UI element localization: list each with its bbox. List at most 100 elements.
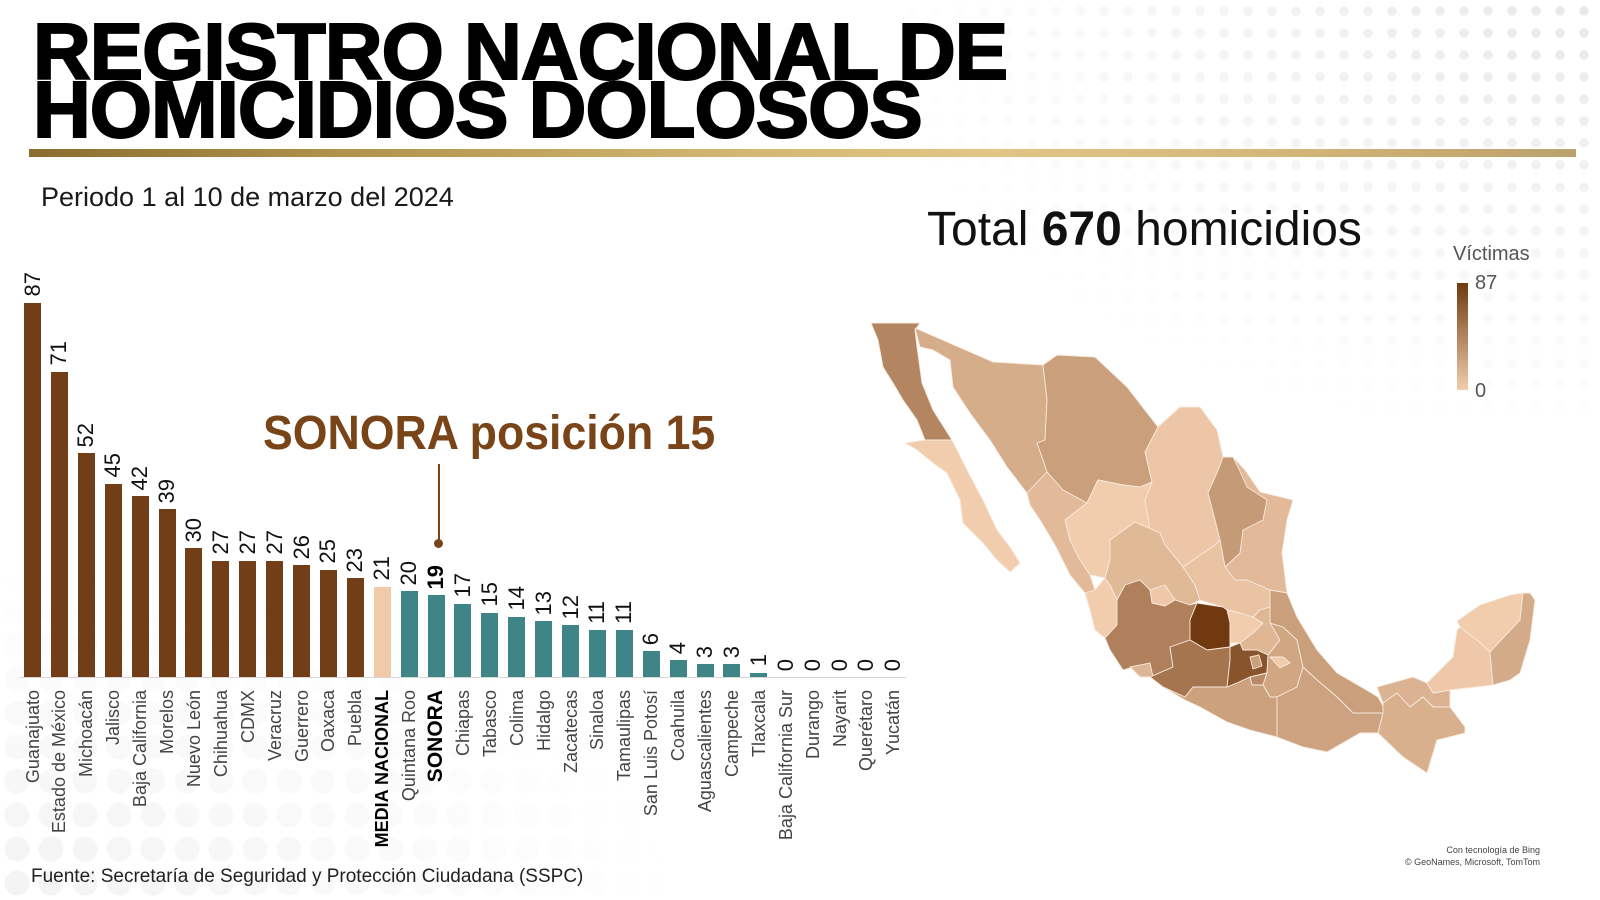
value-label: 27 [207,530,233,555]
value-label: 6 [638,632,664,646]
value-label: 42 [127,465,153,491]
state-chiapas[interactable] [1377,692,1466,774]
bar-tabasco [481,612,499,677]
category-label: Tlaxcala [748,690,769,758]
state-quintana-roo[interactable] [1489,592,1536,686]
bar-tamaulipas [615,629,633,677]
bar-michoacan [77,453,95,677]
source-footer: Fuente: Secretaría de Seguridad y Protec… [31,866,584,887]
category-label: Baja California [130,690,151,808]
value-label: 71 [46,341,72,366]
bar-chihuahua [212,560,230,677]
category-label: Colima [506,690,527,747]
category-label: Guanajuato [22,690,43,784]
bar-aguascalientes [696,664,714,677]
bar-puebla [346,578,364,677]
bar-quintana-roo [400,591,418,677]
total-suffix: homicidios [1135,203,1362,256]
annotation-pointer-line [437,464,440,542]
state-guerrero[interactable] [1162,676,1278,738]
bar-campeche [723,664,741,677]
state-nuevo-leon[interactable] [1207,456,1268,568]
category-label: Puebla [345,690,366,747]
x-axis-line [20,677,906,678]
category-label: Morelos [157,690,177,755]
category-label: Guerrero [291,690,312,763]
category-label: Aguascalientes [695,690,715,813]
value-label: 1 [745,654,771,667]
value-label: 0 [826,658,852,671]
value-label: 19 [423,564,448,590]
value-label: 3 [718,645,744,659]
sonora-annotation: SONORA posición 15 [263,407,716,460]
value-label: 3 [692,645,717,659]
category-label: San Luis Potosí [641,690,662,817]
legend-max-value: 87 [1475,272,1498,294]
category-label: Veracruz [264,690,285,762]
category-label: Sinaloa [587,690,608,751]
category-label: Nayarit [829,690,850,748]
value-label: 11 [611,600,637,624]
legend-min-value: 0 [1475,380,1487,402]
category-label: Michoacán [76,690,97,778]
state-sonora[interactable] [914,327,1048,494]
value-label: 52 [73,422,99,448]
value-label: 27 [234,530,260,555]
value-label: 11 [584,600,610,624]
value-label: 26 [288,534,314,560]
value-label: 15 [476,582,502,607]
map-attribution: Con tecnología de Bing © GeoNames, Micro… [1405,844,1540,868]
category-label: Estado de México [49,690,70,834]
value-label: 27 [261,530,287,555]
value-label: 12 [557,594,583,620]
category-label: SONORA [424,690,447,783]
value-label: 4 [665,641,691,654]
legend-color-scale [1457,283,1468,390]
category-label: Tabasco [479,690,500,758]
value-label: 14 [503,586,529,611]
bar-guanajuato [24,302,41,677]
state-tlaxcala[interactable] [1269,656,1291,669]
category-label: Nuevo León [183,690,204,788]
state-cdmx[interactable] [1249,654,1263,670]
category-label: Zacatecas [560,690,581,774]
category-label: MEDIA NACIONAL [372,690,393,848]
background-dot-pattern [900,0,1600,420]
value-label: 30 [180,517,206,542]
value-label: 17 [449,573,475,598]
bar-coahuila [669,659,687,677]
bar-sinaloa [588,629,606,677]
category-label: Quintana Roo [399,690,420,802]
title-divider [29,149,1576,157]
bar-media-nacional [373,586,391,677]
attribution-line-2: © GeoNames, Microsoft, TomTom [1405,857,1540,867]
value-label: 23 [342,547,368,573]
value-label: 87 [19,272,45,297]
bar-zacatecas [562,625,579,677]
value-label: 13 [530,590,556,616]
value-label: 45 [100,453,126,478]
state-baja-california-sur[interactable] [904,439,1021,573]
value-label: 0 [772,658,798,671]
bar-tlaxcala [750,672,768,677]
category-label: Campeche [721,690,742,778]
bar-guerrero [293,565,310,677]
category-label: Oaxaca [318,690,339,753]
value-label: 20 [396,560,422,585]
category-label: Jalisco [103,690,124,746]
bar-veracruz [266,560,284,677]
bar-morelos [158,509,176,677]
bar-jalisco [104,483,122,677]
category-label: Tamaulipas [614,690,635,782]
bar-sonora [427,595,445,677]
attribution-line-1: Con tecnología de Bing [1446,845,1540,855]
bar-colima [508,616,526,677]
bar-chiapas [454,603,472,677]
mexico-choropleth-map [870,322,1536,774]
category-label: Chiapas [452,690,473,757]
category-label: CDMX [237,690,258,743]
bar-baja-california [131,496,149,677]
total-homicides: Total 670 homicidios [927,204,1362,256]
title-line-1: REGISTRO NACIONAL DE [32,7,1009,96]
